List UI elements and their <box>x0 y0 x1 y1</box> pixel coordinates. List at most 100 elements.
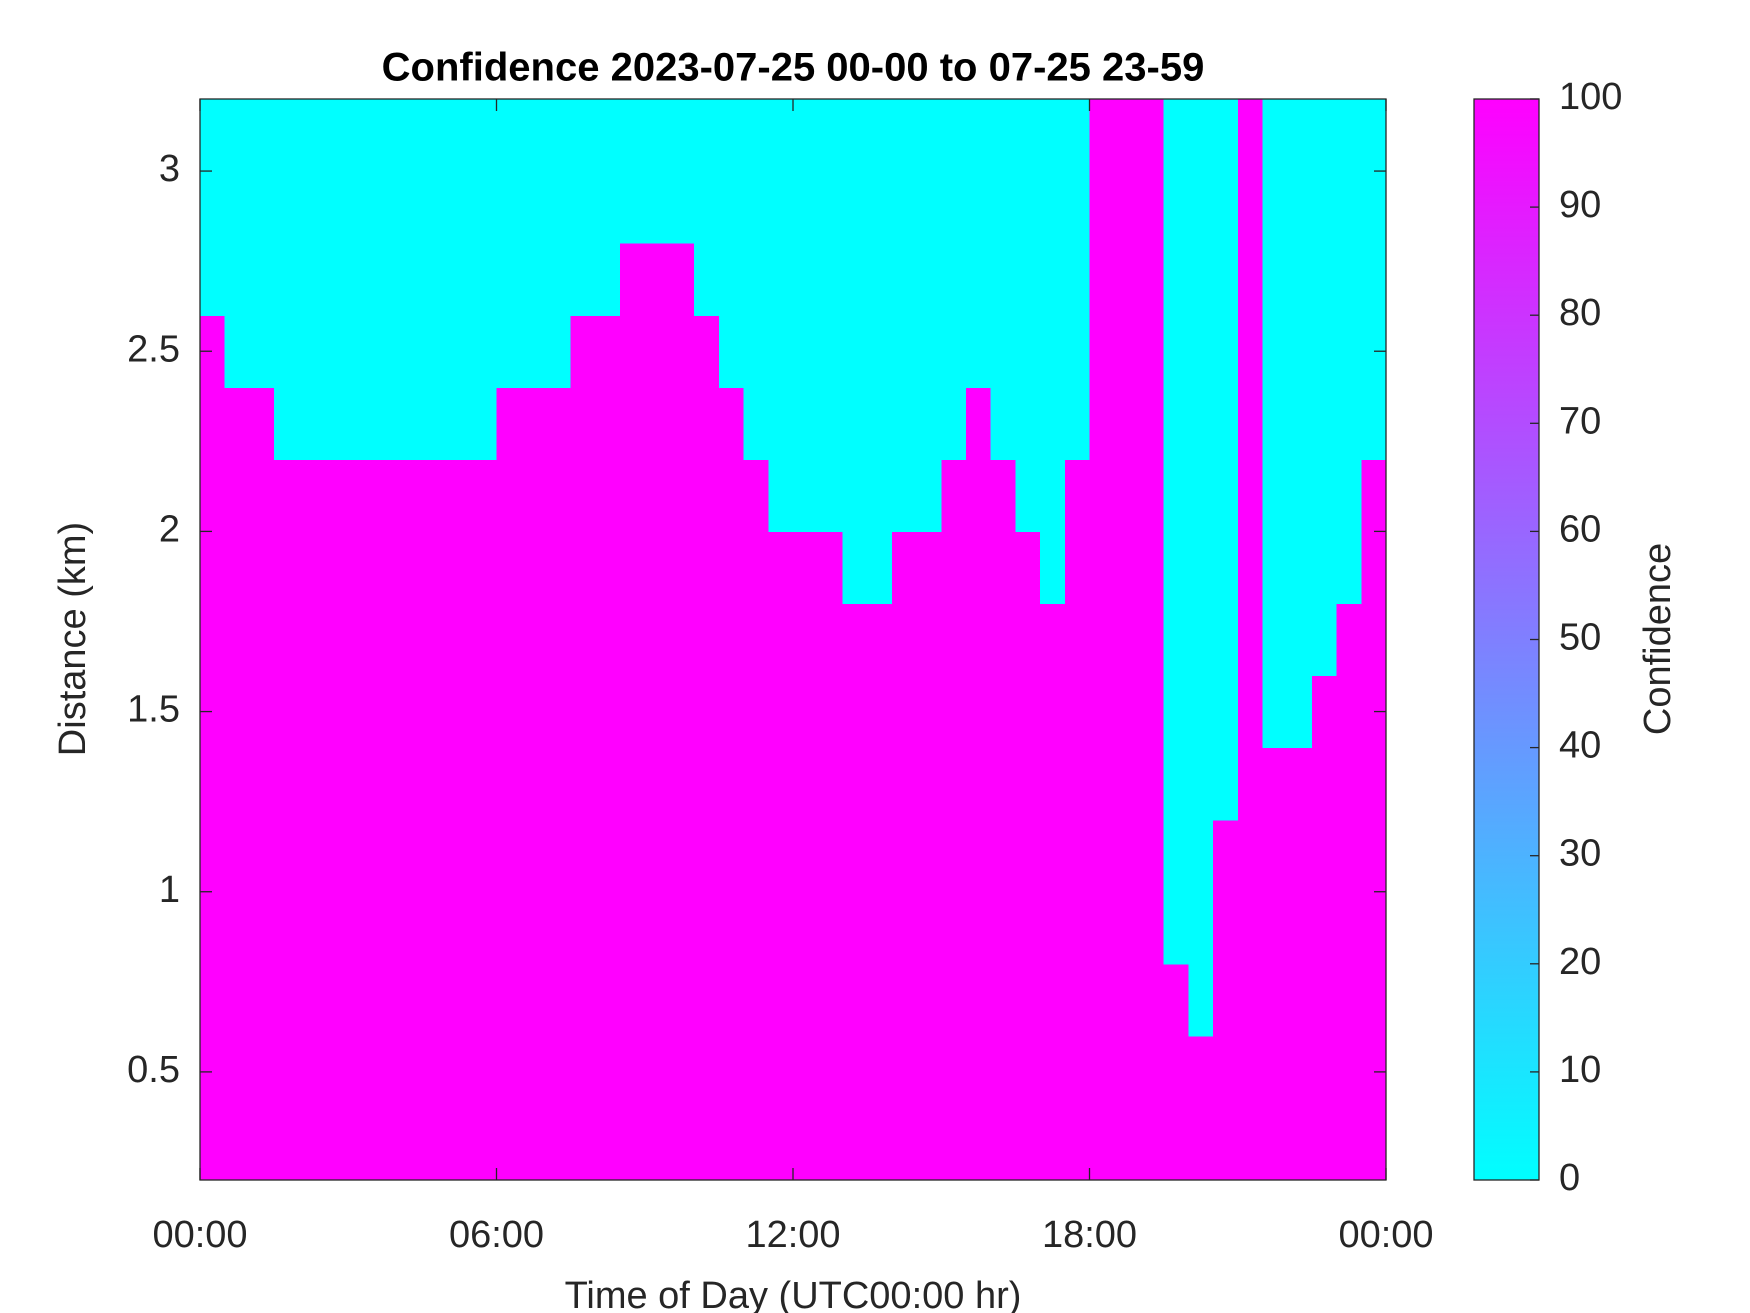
heatmap-cell <box>1138 819 1165 893</box>
heatmap-cell <box>1262 1107 1288 1181</box>
heatmap-cell <box>200 747 226 821</box>
heatmap-cell <box>1213 747 1239 821</box>
heatmap-cell <box>817 99 844 172</box>
heatmap-cell <box>1040 459 1066 532</box>
heatmap-cell <box>1361 531 1387 605</box>
heatmap-cell <box>545 531 572 605</box>
heatmap-cell <box>1163 963 1189 1037</box>
heatmap-cell <box>274 315 300 388</box>
heatmap-cell <box>1064 459 1091 532</box>
heatmap-cell <box>990 99 1016 172</box>
heatmap-cell <box>867 963 893 1037</box>
heatmap-cell <box>224 99 251 172</box>
heatmap-cell <box>1040 675 1066 749</box>
heatmap-cell <box>595 315 621 388</box>
heatmap-cell <box>891 1107 918 1181</box>
heatmap-cell <box>965 315 992 388</box>
heatmap-cell <box>298 531 325 605</box>
heatmap-cell <box>1361 243 1387 316</box>
heatmap-cell <box>1213 99 1239 172</box>
heatmap-cell <box>965 459 992 532</box>
heatmap-cell <box>595 891 621 965</box>
heatmap-cell <box>941 675 967 749</box>
heatmap-cell <box>965 891 992 965</box>
heatmap-cell <box>916 243 942 316</box>
heatmap-cell <box>397 747 423 821</box>
heatmap-cell <box>570 819 596 893</box>
heatmap-cell <box>620 1107 646 1181</box>
heatmap-cell <box>743 675 769 749</box>
heatmap-cell <box>1311 99 1338 172</box>
heatmap-cell <box>1015 819 1041 893</box>
heatmap-cell <box>1262 171 1288 244</box>
heatmap-cell <box>200 99 226 172</box>
heatmap-cell <box>1114 675 1140 749</box>
heatmap-cell <box>1015 531 1041 605</box>
heatmap-cell <box>743 531 769 605</box>
heatmap-cell <box>323 1035 349 1109</box>
heatmap-cell <box>422 315 448 388</box>
heatmap-cell <box>1311 1035 1338 1109</box>
heatmap-cell <box>867 387 893 460</box>
heatmap-cell <box>397 1107 423 1181</box>
heatmap-cell <box>990 459 1016 532</box>
heatmap-cell <box>1311 243 1338 316</box>
heatmap-cell <box>743 891 769 965</box>
heatmap-cell <box>595 1035 621 1109</box>
heatmap-cell <box>570 1035 596 1109</box>
heatmap-cell <box>348 891 374 965</box>
heatmap-cell <box>496 243 522 316</box>
heatmap-cell <box>323 459 349 532</box>
heatmap-cell <box>1138 99 1165 172</box>
heatmap-cell <box>348 531 374 605</box>
colorbar-tick-label: 50 <box>1559 617 1601 659</box>
heatmap-cell <box>743 1107 769 1181</box>
heatmap-cell <box>965 531 992 605</box>
heatmap-cell <box>595 1107 621 1181</box>
heatmap-cell <box>1287 99 1313 172</box>
heatmap-cell <box>372 1035 399 1109</box>
heatmap-cell <box>768 819 794 893</box>
heatmap-cell <box>694 963 720 1037</box>
heatmap-cell <box>793 531 819 605</box>
heatmap-cell <box>1361 747 1387 821</box>
heatmap-cell <box>595 747 621 821</box>
heatmap-cell <box>817 603 844 677</box>
heatmap-cell <box>941 1035 967 1109</box>
x-tick-label: 18:00 <box>1042 1214 1137 1256</box>
heatmap-cell <box>965 1035 992 1109</box>
heatmap-cell <box>447 603 473 677</box>
heatmap-cell <box>1262 603 1288 677</box>
heatmap-cell <box>348 1035 374 1109</box>
colorbar-tick-label: 90 <box>1559 184 1601 226</box>
heatmap-cell <box>1262 315 1288 388</box>
heatmap-cell <box>397 99 423 172</box>
heatmap-cell <box>1361 459 1387 532</box>
heatmap-cell <box>348 819 374 893</box>
heatmap-cell <box>644 963 671 1037</box>
heatmap-cell <box>1336 387 1362 460</box>
heatmap-cell <box>694 891 720 965</box>
heatmap-cell <box>471 243 498 316</box>
heatmap-cell <box>595 99 621 172</box>
heatmap-cell <box>372 963 399 1037</box>
heatmap-cell <box>1089 891 1115 965</box>
heatmap-cell <box>793 459 819 532</box>
heatmap-cell <box>1114 1107 1140 1181</box>
heatmap-cell <box>1287 243 1313 316</box>
heatmap-cell <box>200 171 226 244</box>
heatmap-cell <box>1336 531 1362 605</box>
heatmap-cell <box>249 963 275 1037</box>
heatmap-cell <box>422 963 448 1037</box>
heatmap-cell <box>1114 171 1140 244</box>
heatmap-cell <box>1237 891 1264 965</box>
y-tick-label: 1 <box>159 869 180 911</box>
heatmap-cell <box>990 1107 1016 1181</box>
heatmap-cell <box>323 819 349 893</box>
heatmap-cell <box>298 747 325 821</box>
heatmap-cell <box>1262 243 1288 316</box>
heatmap-cell <box>1287 747 1313 821</box>
heatmap-cell <box>1163 819 1189 893</box>
heatmap-cell <box>372 459 399 532</box>
heatmap-cell <box>1361 387 1387 460</box>
